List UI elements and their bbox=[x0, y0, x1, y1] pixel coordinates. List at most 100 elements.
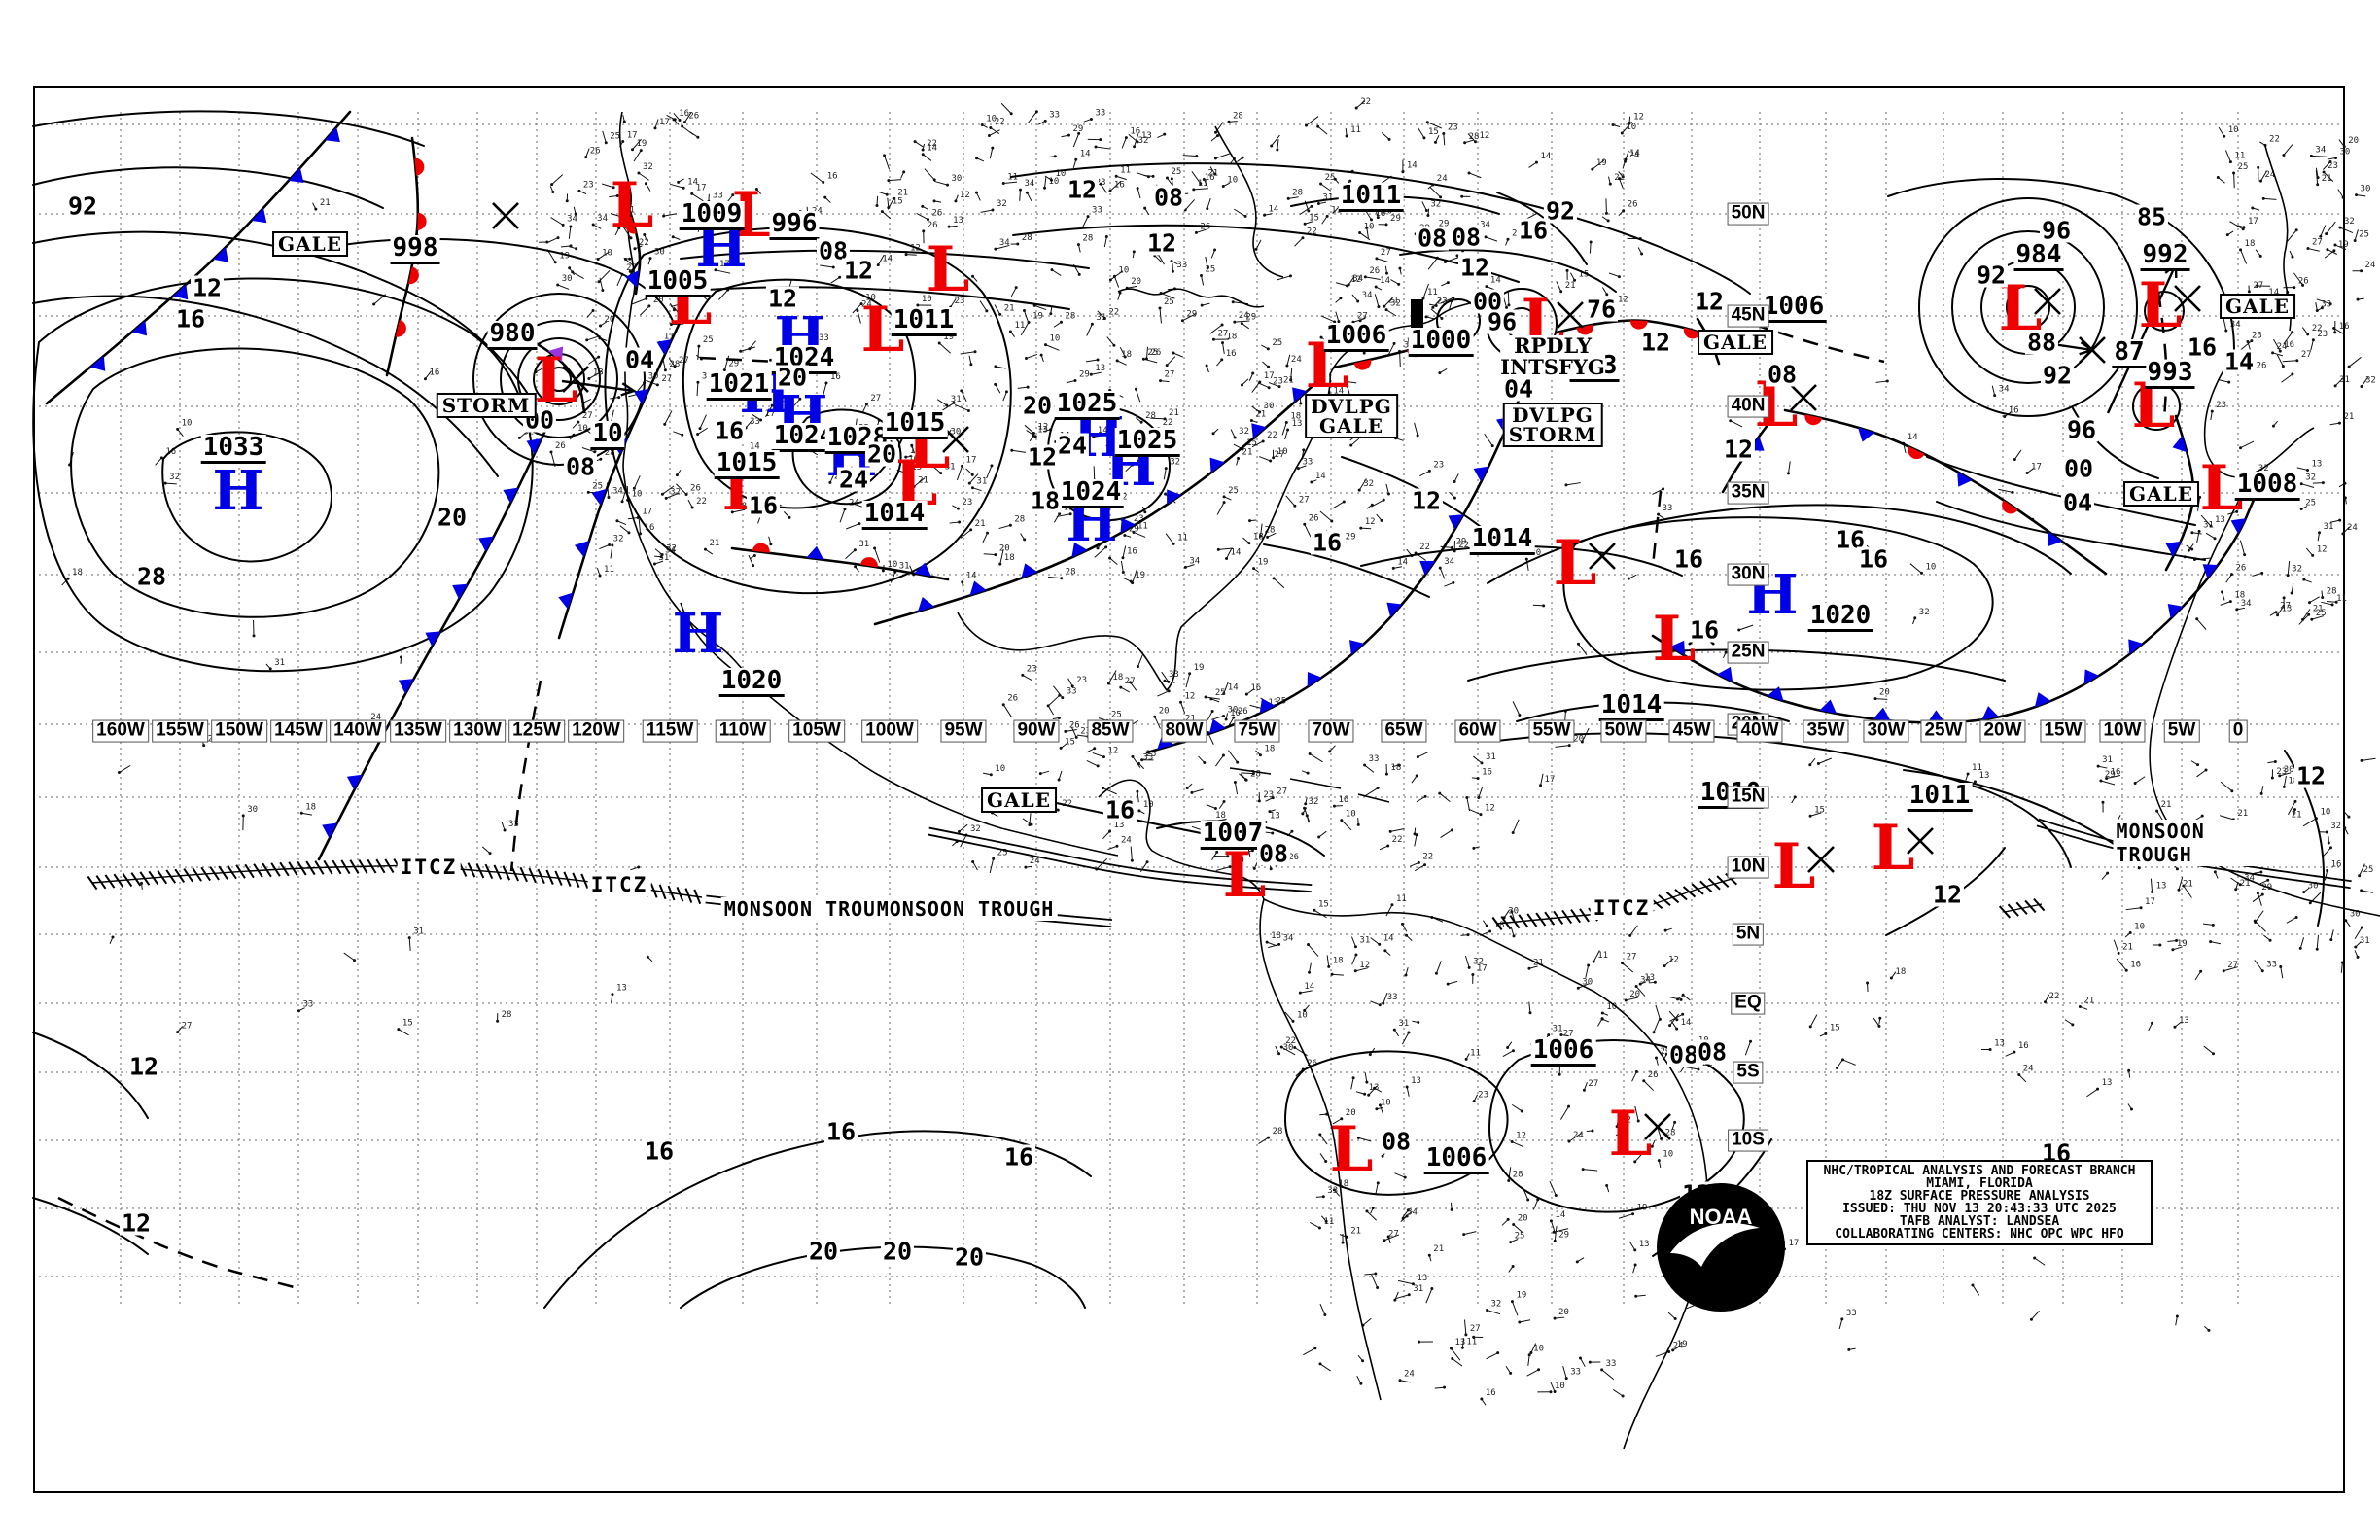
station-wind-barb bbox=[949, 225, 958, 228]
station-wind-barb bbox=[2034, 1257, 2046, 1266]
station-wind-barb bbox=[768, 536, 772, 544]
station-wind-barb bbox=[1357, 818, 1359, 825]
lat-label: 45N bbox=[1727, 304, 1769, 328]
station-wind-barb bbox=[1412, 1020, 1418, 1023]
station-wind-barb bbox=[1225, 713, 1229, 720]
station-wind-barb bbox=[1251, 420, 1258, 423]
station-wind-barb bbox=[1461, 1338, 1465, 1348]
station-value: 25 bbox=[1164, 298, 1174, 307]
station-wind-barb bbox=[2026, 467, 2035, 473]
station-value: 24 bbox=[1673, 1341, 1684, 1350]
title-line-issued: ISSUED: THU NOV 13 20:43:33 UTC 2025 bbox=[1842, 1202, 2117, 1216]
station-value: 26 bbox=[1369, 266, 1380, 276]
x-position-mark bbox=[1589, 542, 1616, 570]
station-wind-barb bbox=[582, 398, 592, 403]
station-wind-barb bbox=[982, 532, 989, 543]
station-wind-barb bbox=[2239, 340, 2253, 351]
low-pressure-symbol: L bbox=[534, 344, 578, 418]
high-pressure-symbol: H bbox=[212, 458, 264, 523]
station-wind-barb bbox=[732, 508, 746, 513]
station-value: 24 bbox=[1030, 857, 1040, 866]
station-wind-barb bbox=[1912, 617, 1916, 625]
station-value: 11 bbox=[1466, 1337, 1477, 1347]
station-wind-barb bbox=[887, 197, 890, 208]
isobar-value-label: 08 bbox=[1151, 183, 1186, 212]
station-value: 16 bbox=[2331, 860, 2342, 870]
station-wind-barb bbox=[2064, 1019, 2074, 1026]
station-wind-barb bbox=[922, 143, 926, 151]
isobar-value-label: 20 bbox=[775, 363, 810, 392]
low-pressure-symbol: L bbox=[1553, 527, 1597, 601]
station-value: 10 bbox=[578, 424, 588, 434]
station-wind-barb bbox=[648, 258, 651, 265]
station-wind-barb bbox=[1738, 624, 1754, 631]
cold-front-marker bbox=[917, 597, 935, 612]
itcz-hatch bbox=[95, 875, 107, 890]
station-wind-barb bbox=[1241, 772, 1254, 775]
station-wind-barb bbox=[638, 172, 649, 181]
station-wind-barb bbox=[1634, 1105, 1639, 1122]
station-wind-barb bbox=[619, 525, 630, 534]
station-value: 13 bbox=[1639, 1240, 1650, 1249]
station-wind-barb bbox=[1422, 283, 1429, 299]
station-wind-barb bbox=[2186, 544, 2192, 550]
station-wind-barb bbox=[1216, 502, 1225, 515]
station-value: 10 bbox=[1278, 447, 1288, 457]
warning-box-label: GALE bbox=[272, 231, 348, 257]
station-value: 18 bbox=[1895, 967, 1906, 977]
station-wind-barb bbox=[630, 866, 639, 871]
station-wind-barb bbox=[1268, 382, 1280, 388]
station-wind-barb bbox=[662, 485, 675, 495]
station-wind-barb bbox=[1355, 100, 1366, 109]
station-wind-barb bbox=[683, 112, 692, 122]
station-wind-barb bbox=[2255, 249, 2261, 257]
station-wind-barb bbox=[1358, 478, 1367, 491]
station-wind-barb bbox=[2013, 449, 2022, 460]
trough-line bbox=[2156, 291, 2168, 421]
station-wind-barb bbox=[1311, 479, 1317, 483]
station-wind-barb bbox=[2252, 207, 2260, 211]
station-value: 32 bbox=[1491, 1300, 1502, 1310]
station-wind-barb bbox=[1656, 1057, 1659, 1066]
station-wind-barb bbox=[61, 578, 69, 586]
station-wind-barb bbox=[1053, 685, 1064, 698]
station-wind-barb bbox=[2218, 378, 2229, 383]
station-value: 27 bbox=[2253, 281, 2263, 291]
station-wind-barb bbox=[1319, 1304, 1326, 1315]
station-wind-barb bbox=[2188, 543, 2194, 551]
station-wind-barb bbox=[820, 264, 834, 268]
station-wind-barb bbox=[1555, 745, 1570, 748]
station-value: 31 bbox=[1322, 193, 1333, 203]
station-wind-barb bbox=[597, 251, 610, 260]
isobar-value-label: 16 bbox=[1856, 544, 1891, 574]
station-wind-barb bbox=[581, 447, 595, 453]
station-wind-barb bbox=[1671, 1122, 1676, 1131]
lat-label: 15N bbox=[1727, 786, 1769, 809]
station-wind-barb bbox=[986, 465, 993, 479]
station-wind-barb bbox=[2273, 420, 2278, 427]
station-wind-barb bbox=[1341, 820, 1352, 831]
isobar bbox=[32, 295, 499, 477]
station-wind-barb bbox=[1161, 671, 1170, 682]
station-wind-barb bbox=[1264, 213, 1273, 216]
station-wind-barb bbox=[601, 183, 614, 189]
station-wind-barb bbox=[1223, 182, 1231, 187]
station-wind-barb bbox=[654, 560, 664, 565]
station-value: 23 bbox=[583, 180, 594, 190]
station-wind-barb bbox=[1874, 698, 1888, 700]
station-wind-barb bbox=[1319, 1113, 1327, 1116]
station-wind-barb bbox=[572, 421, 579, 429]
station-wind-barb bbox=[2150, 878, 2153, 892]
station-value: 26 bbox=[688, 112, 699, 122]
station-value: 30 bbox=[1530, 548, 1541, 558]
station-wind-barb bbox=[1299, 205, 1312, 215]
isobar-value-label: 92 bbox=[2040, 361, 2075, 390]
pressure-value-label: 998 bbox=[390, 233, 440, 264]
station-value: 23 bbox=[2216, 401, 2226, 410]
isobar-value-label: 16 bbox=[712, 416, 747, 445]
station-wind-barb bbox=[983, 553, 996, 556]
station-wind-barb bbox=[1137, 188, 1141, 199]
station-wind-barb bbox=[1215, 866, 1231, 871]
station-value: 34 bbox=[1480, 220, 1490, 229]
